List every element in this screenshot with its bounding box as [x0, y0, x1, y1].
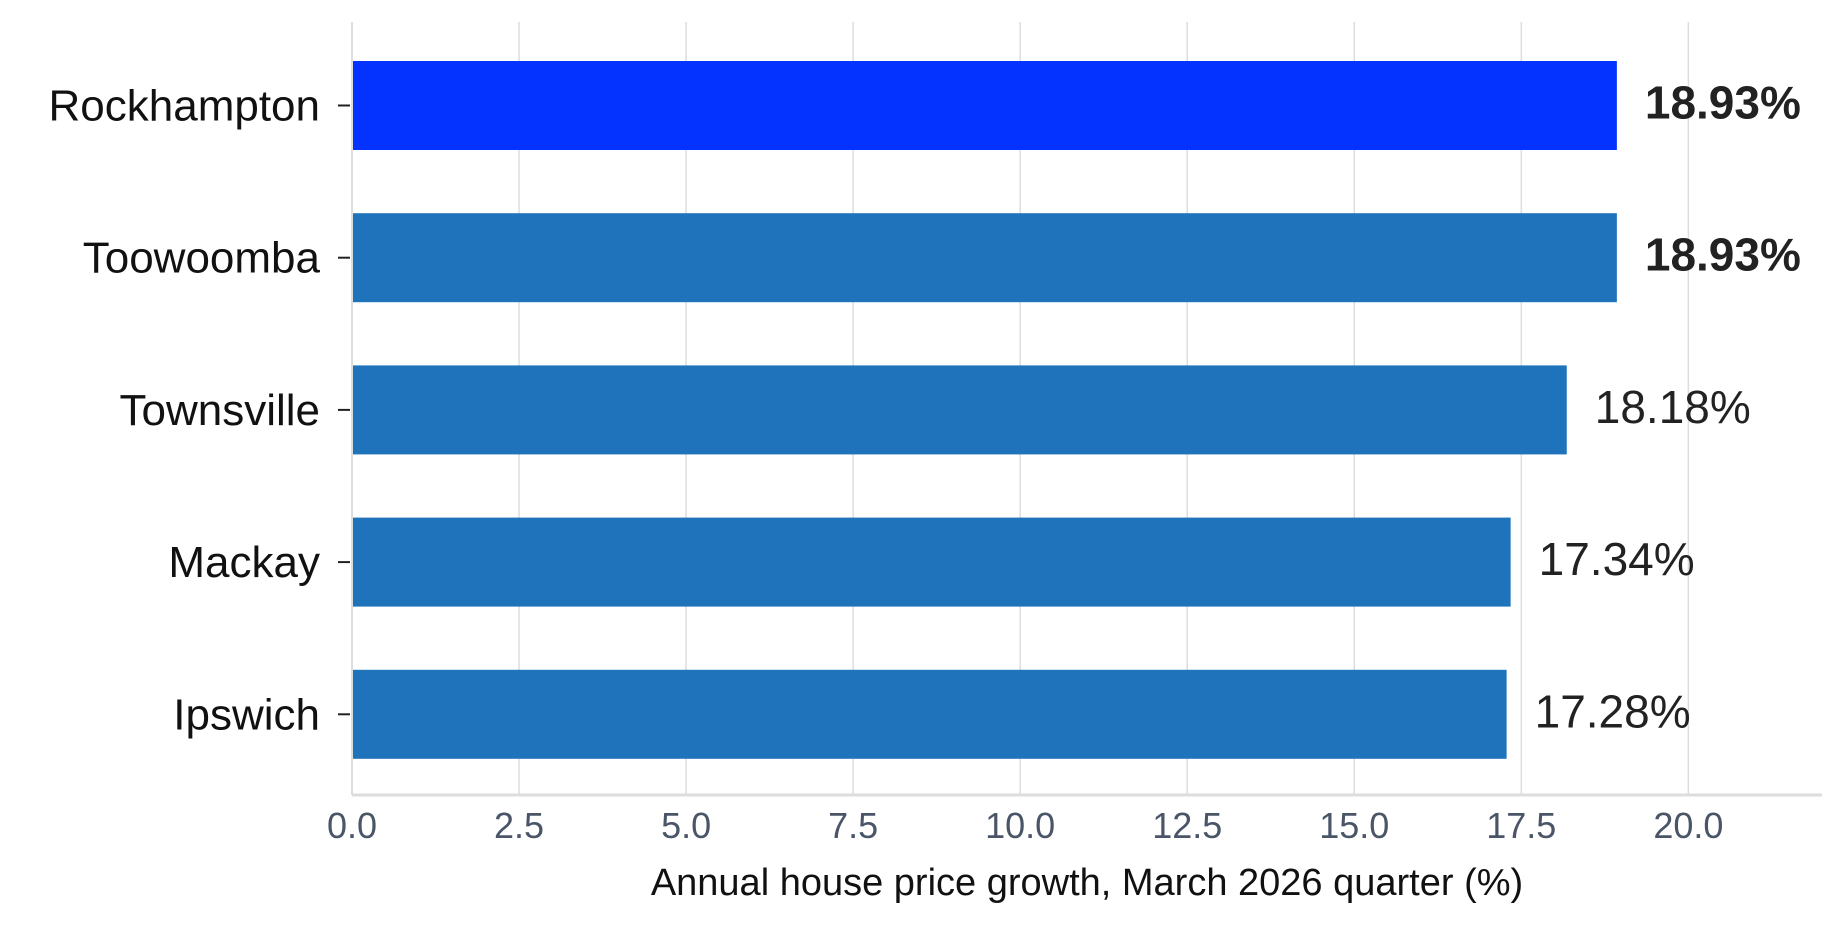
axes [338, 22, 1822, 797]
category-labels: Rockhampton Toowoomba Townsville Mackay Ipsw… [49, 82, 321, 740]
category-label: Rockhampton [49, 82, 320, 131]
value-label: 18.93% [1645, 77, 1801, 129]
bar-townsville [352, 365, 1567, 455]
x-tick-label: 7.5 [828, 805, 878, 846]
x-tick-label: 0.0 [327, 805, 377, 846]
category-label: Toowoomba [83, 234, 321, 283]
category-label: Ipswich [173, 690, 320, 739]
x-tick-labels: 0.0 2.5 5.0 7.5 10.0 12.5 15.0 17.5 20.0 [327, 805, 1723, 846]
value-labels: 18.93% 18.93% 18.18% 17.34% 17.28% [1535, 77, 1801, 738]
x-tick-label: 15.0 [1319, 805, 1389, 846]
bar-rockhampton [352, 61, 1617, 150]
value-label: 18.93% [1645, 229, 1801, 281]
category-label: Mackay [168, 538, 320, 587]
x-axis-title: Annual house price growth, March 2026 qu… [651, 862, 1523, 904]
x-tick-label: 2.5 [494, 805, 544, 846]
x-tick-label: 5.0 [661, 805, 711, 846]
bar-ipswich [352, 669, 1507, 759]
x-tick-label: 12.5 [1152, 805, 1222, 846]
x-tick-label: 17.5 [1486, 805, 1556, 846]
category-label: Townsville [119, 386, 320, 435]
x-tick-label: 20.0 [1653, 805, 1723, 846]
value-label: 18.18% [1595, 381, 1751, 433]
bar-mackay [352, 517, 1511, 607]
bar-toowoomba [352, 213, 1617, 303]
x-tick-label: 10.0 [985, 805, 1055, 846]
value-label: 17.28% [1535, 685, 1691, 737]
bars [352, 61, 1617, 759]
value-label: 17.34% [1539, 533, 1695, 585]
